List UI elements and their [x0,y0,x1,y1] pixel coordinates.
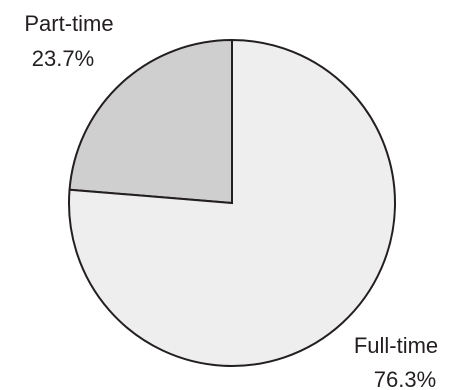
pie-slices [68,38,396,367]
part-time-percent-label: 23.7% [32,46,94,71]
slice-full-time [68,38,396,367]
full-time-percent-label: 76.3% [374,367,436,390]
full-time-label: Full-time [354,333,438,358]
part-time-label: Part-time [24,11,113,36]
slice-part-time [68,38,233,205]
